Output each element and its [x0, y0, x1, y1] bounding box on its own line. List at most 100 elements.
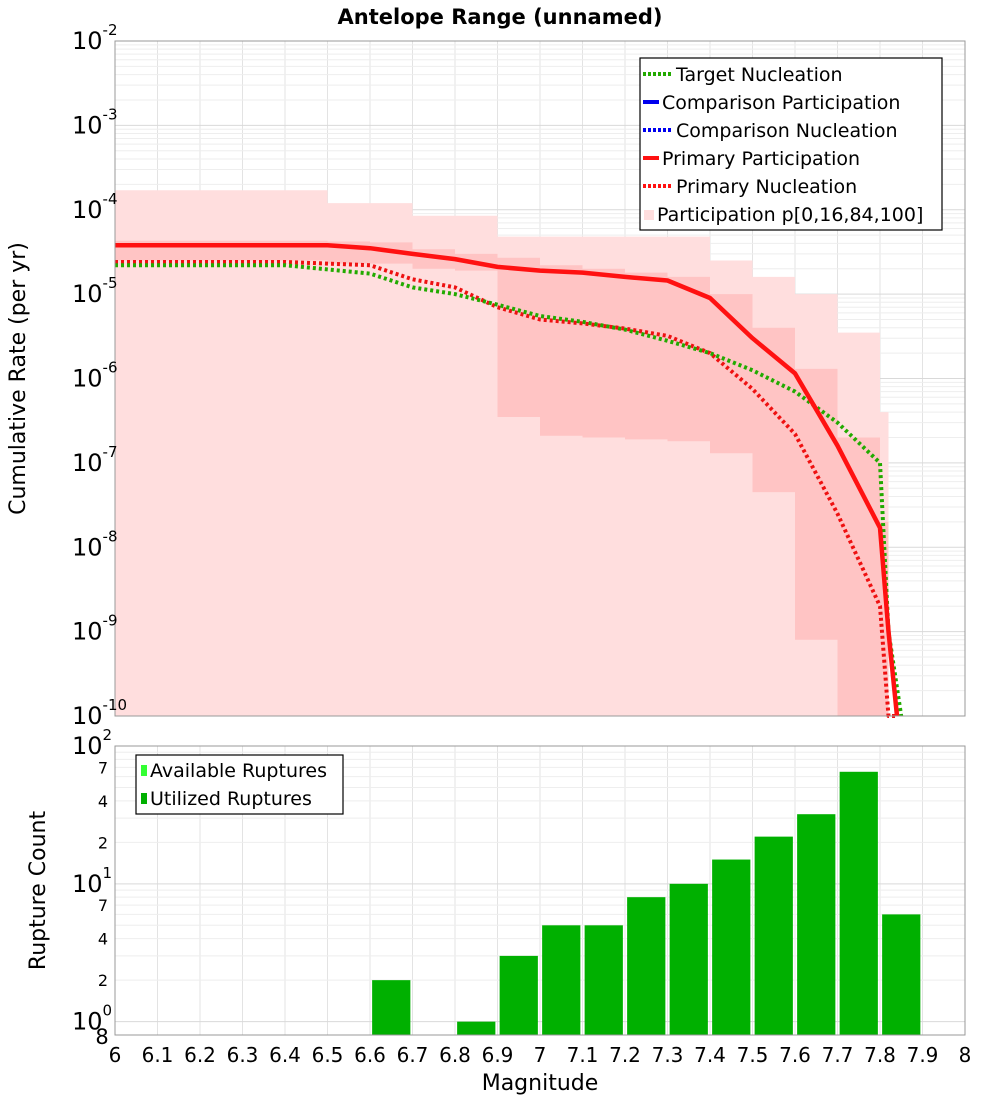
x-tick-label: 8 [959, 1043, 972, 1067]
y-tick-label: 10-4 [72, 190, 118, 224]
rate-legend: Target Nucleation Comparison Participatio… [639, 57, 943, 231]
y-tick-label: 10-10 [72, 696, 127, 730]
x-tick-label: 7.3 [652, 1043, 684, 1067]
x-tick-label: 7.7 [822, 1043, 854, 1067]
x-tick-label: 7.5 [737, 1043, 769, 1067]
count-bars [372, 771, 921, 1035]
legend-label: Comparison Nucleation [676, 120, 898, 142]
bar-utilized-ruptures [499, 955, 538, 1035]
y-tick-label: 10-6 [72, 359, 118, 393]
x-tick-label: 7.4 [694, 1043, 726, 1067]
legend-swatch-band [644, 210, 654, 220]
bar-utilized-ruptures [542, 925, 581, 1035]
y-minor-tick-label: 7 [98, 896, 108, 915]
x-tick-label: 6.2 [184, 1043, 216, 1067]
x-tick-label: 7 [534, 1043, 547, 1067]
bar-utilized-ruptures [754, 836, 793, 1035]
bar-utilized-ruptures [712, 859, 751, 1035]
bar-utilized-ruptures [839, 771, 878, 1035]
x-tick-label: 6.3 [227, 1043, 259, 1067]
y-tick-exponent: 0 [103, 1002, 113, 1020]
magnitude-x-ticks: 6 6.1 6.2 6.3 6.4 6.5 6.6 6.7 6.8 6.9 7 7.1 7.2 7.3 7.… [109, 1043, 972, 1067]
bar-utilized-ruptures [372, 980, 411, 1035]
y-minor-tick-label: 8 [95, 1025, 108, 1049]
y-minor-tick-label: 4 [98, 792, 108, 811]
y-tick-exponent: -9 [103, 612, 118, 630]
y-tick-base: 10 [72, 870, 103, 898]
x-tick-label: 6.5 [312, 1043, 344, 1067]
x-tick-label: 6.8 [439, 1043, 471, 1067]
y-minor-tick-label: 2 [98, 971, 108, 990]
x-tick-label: 6.9 [482, 1043, 514, 1067]
y-tick-exponent: -8 [103, 527, 118, 545]
legend-label: Participation p[0,16,84,100] [657, 204, 923, 226]
x-tick-label: 7.9 [907, 1043, 939, 1067]
series-primary-nucleation [115, 260, 897, 718]
y-tick-exponent: -2 [103, 21, 118, 39]
rate-panel: 10-210-310-410-510-610-710-810-910-10 Cu… [6, 21, 966, 730]
y-tick-exponent: -6 [103, 359, 118, 377]
count-grid [114, 745, 966, 1035]
series-target-nucleation [115, 263, 904, 717]
y-tick-exponent: -10 [103, 696, 128, 714]
y-tick-label: 101 [72, 864, 112, 898]
participation-bands [115, 190, 889, 717]
y-minor-tick-label: 4 [98, 930, 108, 949]
count-y-axis-label: Rupture Count [26, 811, 51, 971]
x-tick-label: 7.1 [567, 1043, 599, 1067]
legend-swatch [141, 765, 147, 776]
legend-label: Utilized Ruptures [150, 788, 312, 810]
bar-utilized-ruptures [882, 914, 921, 1035]
bar-utilized-ruptures [669, 883, 708, 1035]
y-tick-label: 10-9 [72, 612, 118, 646]
y-tick-exponent: -4 [103, 190, 118, 208]
y-tick-label: 10-3 [72, 105, 118, 139]
x-tick-label: 6.4 [269, 1043, 301, 1067]
y-tick-exponent: 2 [103, 726, 113, 744]
rate-lines [115, 242, 904, 718]
x-axis-label: Magnitude [482, 1071, 599, 1096]
legend-label: Comparison Participation [662, 92, 900, 114]
y-tick-base: 10 [72, 196, 103, 224]
legend-box [639, 57, 943, 231]
band-p16-p84 [115, 240, 889, 716]
y-tick-label: 10-2 [72, 21, 118, 55]
legend-box [135, 754, 344, 815]
y-tick-base: 10 [72, 1008, 103, 1036]
y-tick-base: 10 [72, 449, 103, 477]
y-tick-label: 10-5 [72, 274, 118, 308]
y-tick-label: 102 [72, 726, 112, 760]
y-tick-label: 100 [72, 1002, 112, 1036]
x-tick-label: 6.1 [142, 1043, 174, 1067]
y-tick-base: 10 [72, 702, 103, 730]
x-tick-label: 6.7 [397, 1043, 429, 1067]
y-tick-label: 10-8 [72, 527, 118, 561]
count-plot-frame [114, 745, 966, 1036]
legend-label: Available Ruptures [150, 760, 327, 782]
y-tick-base: 10 [72, 732, 103, 760]
series-primary-participation [115, 242, 900, 717]
y-tick-exponent: 1 [103, 864, 113, 882]
legend-label: Target Nucleation [675, 64, 843, 86]
chart-title: Antelope Range (unnamed) [338, 5, 663, 29]
bar-utilized-ruptures [584, 925, 623, 1035]
bar-utilized-ruptures [457, 1021, 496, 1035]
y-tick-exponent: -3 [103, 105, 118, 123]
x-tick-label: 6 [109, 1043, 122, 1067]
y-tick-base: 10 [72, 365, 103, 393]
count-legend: Available Ruptures Utilized Ruptures [135, 754, 344, 815]
y-minor-tick-label: 2 [98, 833, 108, 852]
x-tick-label: 7.6 [779, 1043, 811, 1067]
y-tick-exponent: -5 [103, 274, 118, 292]
legend-label: Primary Nucleation [676, 176, 857, 198]
rate-y-axis-label: Cumulative Rate (per yr) [6, 242, 31, 515]
rate-y-ticks: 10-210-310-410-510-610-710-810-910-10 [72, 21, 127, 730]
legend-label: Primary Participation [662, 148, 860, 170]
bar-utilized-ruptures [797, 814, 836, 1035]
x-tick-label: 6.6 [354, 1043, 386, 1067]
y-tick-base: 10 [72, 618, 103, 646]
legend-swatch [141, 793, 147, 804]
